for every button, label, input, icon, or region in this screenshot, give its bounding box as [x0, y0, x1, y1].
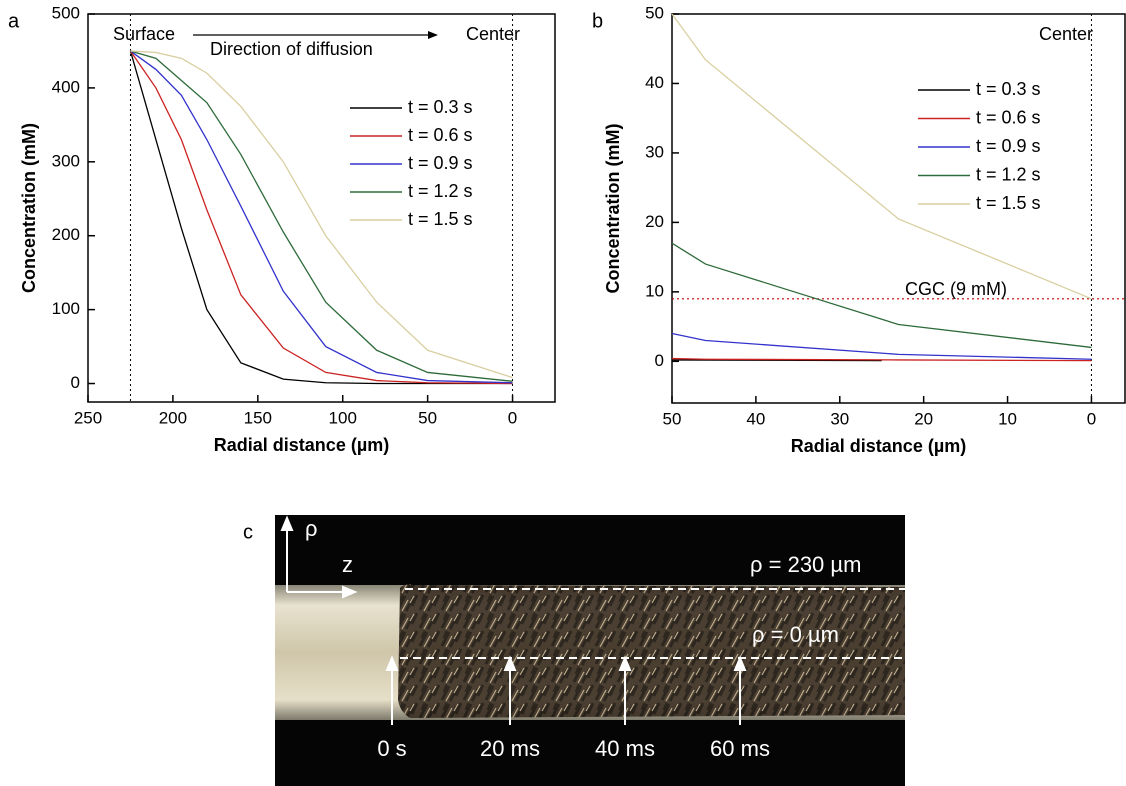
- arrow-head: [428, 31, 438, 39]
- series-line: [130, 50, 513, 382]
- annotation: Surface: [113, 24, 175, 44]
- plot-frame: [671, 13, 1126, 404]
- y-tick-label: 300: [52, 151, 80, 170]
- rho-axis-label: ρ: [305, 516, 318, 541]
- line-label: ρ = 230 µm: [750, 552, 861, 577]
- series-line: [129, 50, 513, 385]
- legend-label: t = 0.9 s: [976, 136, 1041, 156]
- x-tick-label: 40: [746, 409, 765, 428]
- time-arrows: [385, 655, 747, 725]
- legend-label: t = 1.5 s: [976, 193, 1041, 213]
- y-tick-label: 40: [645, 73, 664, 92]
- legend-label: t = 1.2 s: [408, 181, 473, 201]
- x-axis-label: Radial distance (µm): [214, 435, 389, 455]
- y-tick-label: 30: [645, 142, 664, 161]
- panel-label: c: [243, 521, 253, 543]
- x-tick-label: 150: [244, 408, 272, 427]
- y-tick-label: 20: [645, 212, 664, 231]
- series-line: [671, 357, 1092, 362]
- legend-label: t = 1.2 s: [976, 164, 1041, 184]
- time-label: 0 s: [377, 736, 406, 761]
- x-tick-label: 0: [508, 408, 517, 427]
- threshold-label: CGC (9 mM): [905, 279, 1007, 299]
- y-tick-label: 100: [52, 299, 80, 318]
- line-label: ρ = 0 µm: [752, 622, 839, 647]
- plot-frame: [87, 13, 556, 403]
- series-line: [129, 50, 513, 385]
- annotation: Direction of diffusion: [210, 39, 373, 59]
- coordinate-arrows: [280, 515, 358, 599]
- x-tick-label: 50: [663, 409, 682, 428]
- z-axis-label: z: [342, 552, 353, 577]
- series-line: [671, 242, 1092, 349]
- legend-label: t = 0.9 s: [408, 153, 473, 173]
- y-axis-label: Concentration (mM): [603, 124, 623, 294]
- y-tick-label: 0: [655, 351, 664, 370]
- y-tick-label: 200: [52, 225, 80, 244]
- legend-label: t = 0.6 s: [976, 107, 1041, 127]
- series-line: [130, 50, 513, 384]
- y-tick-label: 0: [71, 373, 80, 392]
- y-tick-label: 400: [52, 77, 80, 96]
- series-line: [130, 50, 513, 379]
- time-label: 60 ms: [710, 736, 770, 761]
- legend-label: t = 0.3 s: [408, 97, 473, 117]
- x-tick-label: 200: [159, 408, 187, 427]
- x-tick-label: 30: [830, 409, 849, 428]
- y-tick-label: 10: [645, 281, 664, 300]
- x-tick-label: 100: [329, 408, 357, 427]
- fiber-crystals: [398, 584, 905, 718]
- panel-label: a: [8, 10, 20, 32]
- series-line: [671, 359, 882, 362]
- legend-label: t = 0.3 s: [976, 79, 1041, 99]
- legend-label: t = 1.5 s: [408, 209, 473, 229]
- photo-panel: c ρ z ρ = 230 µm ρ = 0 µm 0 s 20 ms 40 m…: [243, 515, 905, 786]
- time-label: 20 ms: [480, 736, 540, 761]
- x-tick-label: 50: [418, 408, 437, 427]
- x-tick-label: 0: [1087, 409, 1096, 428]
- series-line: [671, 332, 1092, 360]
- x-axis-label: Radial distance (µm): [791, 436, 966, 456]
- x-tick-label: 10: [998, 409, 1017, 428]
- series-line: [671, 13, 1092, 300]
- annotation: Center: [466, 24, 520, 44]
- x-tick-label: 250: [74, 408, 102, 427]
- annotation: Center: [1039, 24, 1093, 44]
- y-tick-label: 500: [52, 3, 80, 22]
- y-tick-label: 50: [645, 3, 664, 22]
- legend-label: t = 0.6 s: [408, 125, 473, 145]
- y-axis-label: Concentration (mM): [19, 123, 39, 293]
- panel-label: b: [592, 10, 603, 32]
- time-label: 40 ms: [595, 736, 655, 761]
- x-tick-label: 20: [914, 409, 933, 428]
